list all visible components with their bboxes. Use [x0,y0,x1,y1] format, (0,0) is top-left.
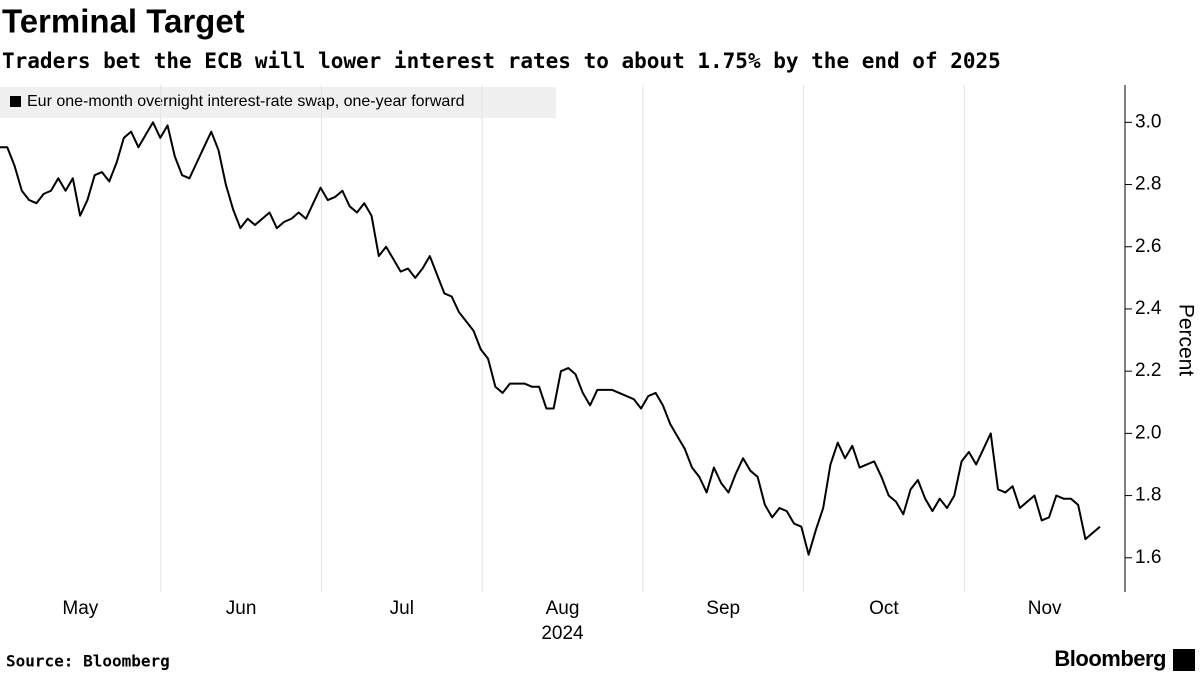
y-tick-label: 2.0 [1135,422,1161,443]
y-axis-label: Percent [1174,304,1197,377]
chart-title: Terminal Target [2,3,245,40]
y-tick-label: 1.8 [1135,485,1161,506]
x-tick-label: May [62,598,98,619]
brand-icon [1173,649,1195,671]
source: Source: Bloomberg [6,652,170,671]
x-tick-label: Nov [1028,598,1062,619]
y-tick-label: 1.6 [1135,547,1161,568]
y-tick-label: 2.6 [1135,236,1161,257]
series-line [0,121,1101,556]
y-tick-label: 2.2 [1135,360,1161,381]
legend-swatch [10,96,21,107]
x-tick-label: Oct [869,598,899,619]
x-year-label: 2024 [541,623,584,644]
y-tick-label: 2.8 [1135,174,1161,195]
x-tick-label: Jun [226,598,257,619]
y-tick-label: 3.0 [1135,111,1161,132]
y-tick-label: 2.4 [1135,298,1162,319]
x-tick-label: Jul [390,598,414,619]
chart-subtitle: Traders bet the ECB will lower interest … [2,49,1001,73]
x-tick-label: Sep [706,598,740,619]
legend-box [0,87,556,118]
legend-label: Eur one-month overnight interest-rate sw… [27,93,465,110]
x-tick-label: Aug [546,598,580,619]
brand: Bloomberg [1054,646,1166,671]
